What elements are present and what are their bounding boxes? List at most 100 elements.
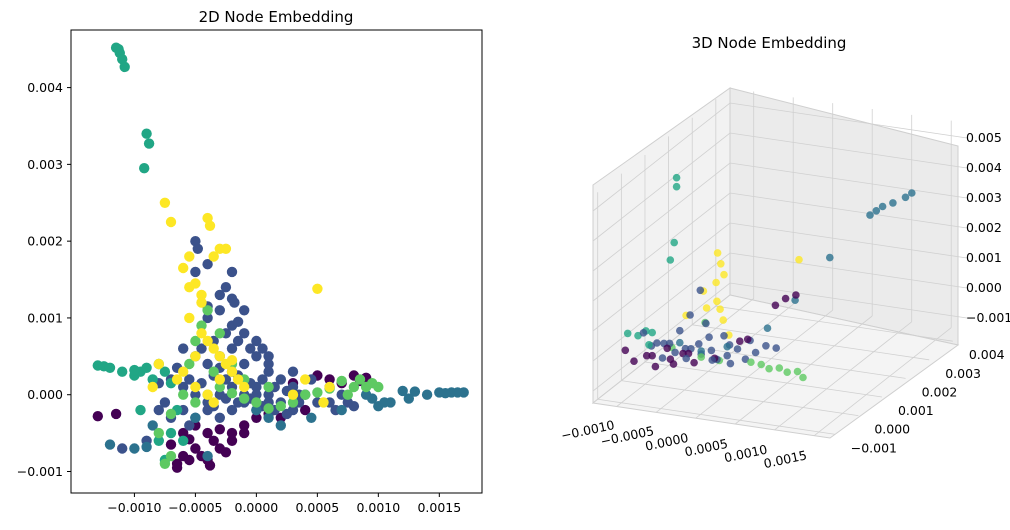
x-tick-label: −0.0005 bbox=[168, 500, 222, 515]
point-2d-s0-8 bbox=[208, 435, 219, 446]
point-2d-s1-43 bbox=[226, 404, 238, 416]
chart-2d-ticks: −0.0010 −0.0005 0.0000 0.0005 0.0010 0.0015 −0… bbox=[17, 80, 461, 515]
point-2d-s4-25 bbox=[196, 320, 207, 331]
point-2d-s5-15 bbox=[202, 335, 213, 347]
point-2d-s0-1 bbox=[110, 408, 122, 420]
point-2d-s0-30 bbox=[171, 462, 183, 473]
point-2d-s4-8 bbox=[312, 387, 323, 398]
point-2d-s4-4 bbox=[348, 381, 360, 393]
point-3d-s5-7 bbox=[702, 304, 711, 312]
point-3d-s1-7 bbox=[707, 346, 716, 355]
point-2d-s5-21 bbox=[239, 381, 250, 393]
point-2d-s1-5 bbox=[220, 282, 232, 293]
point-2d-s3-14 bbox=[147, 374, 158, 385]
point-3d-s3-8 bbox=[648, 328, 656, 337]
point-3d-s1-17 bbox=[696, 286, 705, 295]
point-2d-s5-3 bbox=[204, 220, 216, 231]
point-2d-s4-3 bbox=[354, 374, 366, 385]
x3d-tick-label: 0.0005 bbox=[683, 436, 729, 460]
point-2d-s1-63 bbox=[257, 374, 268, 385]
point-2d-s4-19 bbox=[178, 389, 189, 400]
point-2d-s1-81 bbox=[263, 351, 274, 362]
point-3d-s5-5 bbox=[713, 297, 721, 306]
point-2d-s4-21 bbox=[153, 427, 164, 439]
point-2d-s5-1 bbox=[165, 216, 177, 228]
point-3d-s5-6 bbox=[716, 305, 724, 314]
point-2d-s5-36 bbox=[147, 381, 158, 393]
point-2d-s1-85 bbox=[342, 397, 353, 408]
point-3d-s1-12 bbox=[751, 348, 760, 357]
y-tick-label: 0.000 bbox=[27, 387, 63, 402]
grid-line bbox=[592, 282, 968, 392]
point-3d-s1-28 bbox=[639, 329, 648, 337]
point-3d-s4-6 bbox=[747, 358, 755, 367]
point-2d-s5-11 bbox=[190, 278, 201, 289]
point-3d-s1-1 bbox=[653, 339, 661, 347]
pane-floor bbox=[591, 294, 960, 439]
point-2d-s1-30 bbox=[190, 389, 201, 400]
point-2d-s0-18 bbox=[251, 412, 262, 423]
point-3d-s1-18 bbox=[702, 319, 710, 328]
point-3d-s0-6 bbox=[669, 360, 678, 368]
grid-line bbox=[592, 162, 968, 272]
point-2d-s5-30 bbox=[312, 283, 323, 294]
point-2d-s1-36 bbox=[263, 389, 274, 400]
point-2d-s2-4 bbox=[434, 387, 445, 398]
point-2d-s4-32 bbox=[184, 358, 195, 370]
point-2d-s5-22 bbox=[190, 351, 201, 362]
x3d-tick-label: 0.0010 bbox=[723, 442, 769, 466]
point-2d-s4-12 bbox=[263, 403, 274, 414]
point-2d-s5-12 bbox=[196, 297, 207, 308]
point-2d-s1-42 bbox=[214, 412, 225, 423]
point-2d-s1-2 bbox=[202, 259, 213, 270]
grid-line bbox=[734, 315, 873, 425]
point-2d-s2-18 bbox=[129, 443, 140, 454]
point-3d-s3-1 bbox=[672, 182, 681, 191]
point-2d-s5-8 bbox=[196, 289, 207, 301]
point-3d-s1-10 bbox=[733, 345, 742, 353]
point-2d-s4-29 bbox=[208, 366, 219, 377]
point-2d-s1-49 bbox=[117, 443, 128, 454]
point-2d-s1-18 bbox=[239, 358, 250, 370]
grid-line bbox=[692, 324, 930, 361]
chart-3d-title: 3D Node Embedding bbox=[692, 34, 847, 52]
grid-line bbox=[592, 102, 968, 212]
y-tick-label: −0.001 bbox=[17, 464, 63, 479]
point-2d-s2-22 bbox=[275, 420, 286, 431]
grid-line bbox=[592, 252, 968, 362]
point-2d-s1-79 bbox=[245, 343, 256, 354]
point-2d-s5-10 bbox=[178, 262, 189, 274]
point-3d-s0-13 bbox=[792, 291, 800, 299]
point-2d-s4-2 bbox=[373, 381, 384, 393]
point-3d-s0-10 bbox=[743, 335, 752, 344]
point-3d-s1-3 bbox=[671, 348, 679, 357]
point-2d-s4-27 bbox=[214, 328, 225, 339]
point-3d-s1-14 bbox=[772, 344, 780, 352]
point-2d-s3-10 bbox=[104, 362, 116, 373]
point-2d-s5-19 bbox=[226, 366, 238, 377]
point-2d-s5-35 bbox=[153, 358, 164, 370]
point-2d-s4-6 bbox=[342, 389, 353, 400]
point-2d-s3-25 bbox=[178, 435, 189, 446]
point-2d-s3-21 bbox=[153, 435, 164, 446]
point-2d-s1-4 bbox=[214, 289, 225, 301]
point-2d-s5-5 bbox=[220, 243, 232, 254]
point-2d-s1-9 bbox=[202, 312, 213, 324]
chart-3d-grid bbox=[592, 91, 968, 436]
z3d-tick-label: 0.003 bbox=[966, 190, 1002, 205]
x3d-tick-label: 0.0015 bbox=[762, 447, 808, 471]
point-2d-s0-17 bbox=[239, 420, 250, 431]
point-2d-s4-11 bbox=[275, 401, 286, 412]
point-3d-s4-0 bbox=[783, 368, 791, 377]
x-tick-label: 0.0005 bbox=[295, 500, 339, 515]
grid-line bbox=[592, 132, 968, 242]
point-3d-s0-4 bbox=[651, 362, 660, 371]
y3d-tick-label: 0.004 bbox=[969, 347, 1005, 362]
point-2d-s5-34 bbox=[287, 389, 299, 400]
point-2d-s1-47 bbox=[153, 404, 164, 416]
point-2d-s5-24 bbox=[171, 374, 183, 385]
point-3d-s4-3 bbox=[775, 364, 784, 372]
point-2d-s1-20 bbox=[263, 366, 274, 377]
point-3d-s2-2 bbox=[878, 202, 887, 211]
x-tick-label: 0.0000 bbox=[235, 500, 279, 515]
